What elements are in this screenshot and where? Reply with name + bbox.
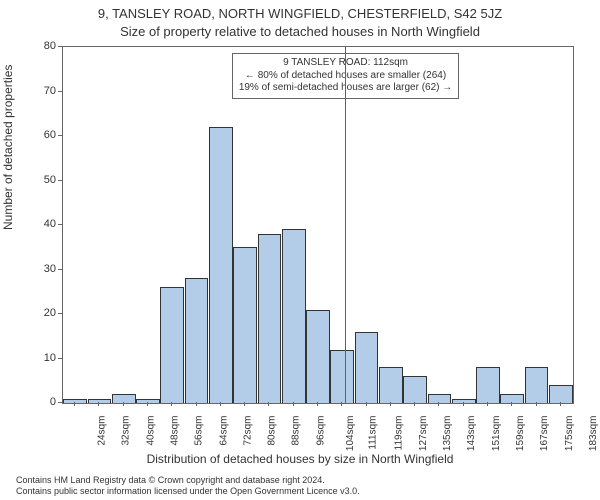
x-tick-mark [414, 402, 415, 406]
x-tick-mark [244, 402, 245, 406]
x-tick-mark [390, 402, 391, 406]
x-tick-mark [366, 402, 367, 406]
y-tick-mark [58, 224, 62, 225]
x-tick-label: 104sqm [345, 416, 356, 452]
y-tick-label: 70 [26, 85, 56, 97]
x-tick-label: 80sqm [267, 416, 278, 446]
y-tick-mark [58, 402, 62, 403]
x-tick-label: 111sqm [368, 416, 379, 450]
histogram-bar [258, 234, 282, 403]
x-tick-label: 143sqm [467, 416, 478, 452]
x-tick-label: 119sqm [393, 416, 404, 451]
histogram-bar [355, 332, 379, 403]
x-tick-mark [220, 402, 221, 406]
attribution-line2: Contains public sector information licen… [0, 486, 600, 496]
chart-container: 9, TANSLEY ROAD, NORTH WINGFIELD, CHESTE… [0, 0, 600, 500]
histogram-bar [185, 278, 209, 403]
y-tick-label: 0 [26, 396, 56, 408]
histogram-bar [160, 287, 184, 403]
histogram-bar [233, 247, 257, 403]
histogram-bar [403, 376, 427, 403]
y-tick-label: 20 [26, 307, 56, 319]
x-tick-mark [171, 402, 172, 406]
x-tick-mark [463, 402, 464, 406]
histogram-bar [476, 367, 500, 403]
x-tick-label: 24sqm [97, 416, 108, 446]
y-tick-label: 80 [26, 40, 56, 52]
x-tick-label: 40sqm [145, 416, 156, 446]
y-tick-label: 30 [26, 263, 56, 275]
x-tick-label: 72sqm [242, 416, 253, 446]
x-tick-label: 48sqm [170, 416, 181, 446]
x-axis-label: Distribution of detached houses by size … [0, 452, 600, 466]
y-tick-mark [58, 180, 62, 181]
reference-line [345, 47, 346, 403]
y-tick-mark [58, 269, 62, 270]
x-tick-mark [317, 402, 318, 406]
x-tick-label: 183sqm [588, 416, 599, 452]
x-tick-label: 64sqm [218, 416, 229, 446]
attribution: Contains HM Land Registry data © Crown c… [0, 475, 600, 496]
x-tick-mark [196, 402, 197, 406]
x-tick-mark [74, 402, 75, 406]
x-tick-label: 175sqm [564, 416, 575, 452]
x-tick-mark [438, 402, 439, 406]
y-tick-mark [58, 358, 62, 359]
x-tick-label: 32sqm [121, 416, 132, 446]
histogram-bar [525, 367, 549, 403]
x-tick-mark [341, 402, 342, 406]
chart-title-line2: Size of property relative to detached ho… [0, 24, 600, 39]
y-tick-mark [58, 91, 62, 92]
x-tick-mark [293, 402, 294, 406]
histogram-bar [330, 350, 354, 403]
plot-area: 9 TANSLEY ROAD: 112sqm ← 80% of detached… [62, 46, 574, 404]
x-tick-mark [511, 402, 512, 406]
x-tick-mark [98, 402, 99, 406]
x-tick-label: 151sqm [491, 416, 502, 452]
x-tick-mark [268, 402, 269, 406]
histogram-bar [112, 394, 136, 403]
x-tick-label: 96sqm [315, 416, 326, 446]
x-tick-mark [147, 402, 148, 406]
y-tick-label: 10 [26, 352, 56, 364]
histogram-bar [379, 367, 403, 403]
histogram-bar [452, 399, 476, 403]
y-tick-mark [58, 135, 62, 136]
y-tick-mark [58, 46, 62, 47]
y-tick-label: 60 [26, 129, 56, 141]
histogram-bar [282, 229, 306, 403]
attribution-line1: Contains HM Land Registry data © Crown c… [0, 475, 600, 485]
y-tick-label: 40 [26, 218, 56, 230]
x-tick-mark [487, 402, 488, 406]
y-tick-label: 50 [26, 174, 56, 186]
y-axis-label: Number of detached properties [1, 65, 15, 230]
x-tick-label: 167sqm [539, 416, 550, 452]
x-tick-label: 127sqm [418, 416, 429, 452]
x-tick-mark [560, 402, 561, 406]
x-tick-label: 88sqm [291, 416, 302, 446]
x-tick-mark [536, 402, 537, 406]
x-tick-mark [123, 402, 124, 406]
x-tick-label: 135sqm [442, 416, 453, 452]
histogram-bar [549, 385, 573, 403]
y-tick-mark [58, 313, 62, 314]
chart-title-line1: 9, TANSLEY ROAD, NORTH WINGFIELD, CHESTE… [0, 6, 600, 21]
x-tick-label: 56sqm [194, 416, 205, 446]
x-tick-label: 159sqm [515, 416, 526, 452]
histogram-bar [306, 310, 330, 403]
histogram-bar [209, 127, 233, 403]
